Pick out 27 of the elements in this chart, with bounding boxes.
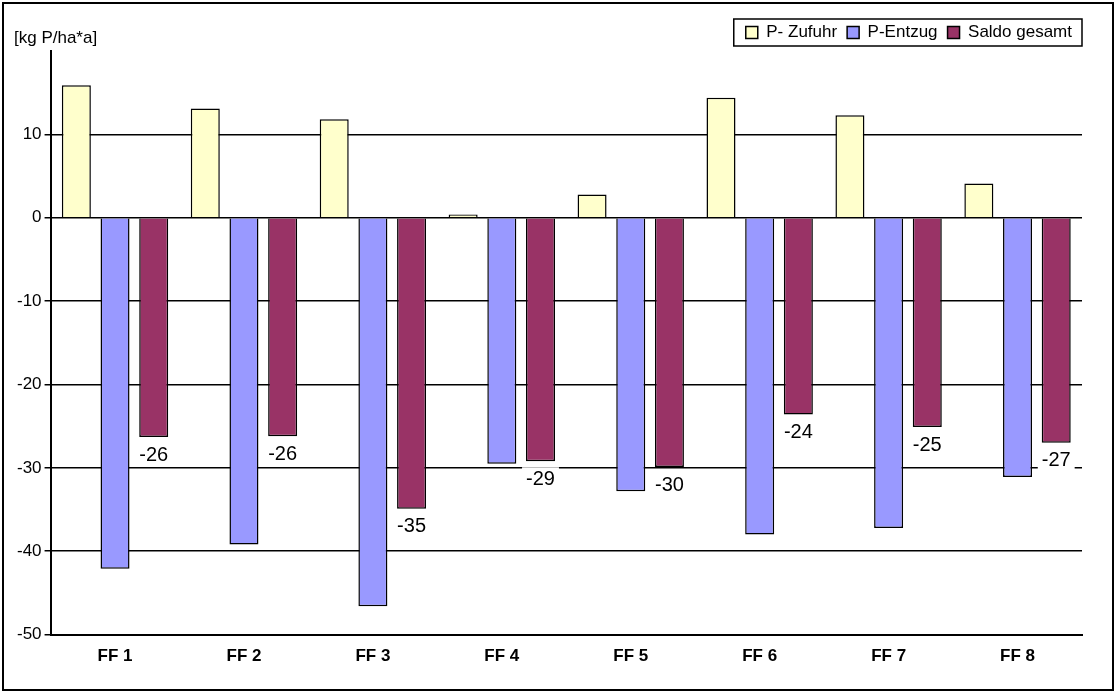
y-tick-label: -10	[16, 290, 42, 310]
data-label: -25	[912, 432, 942, 455]
legend-label: P- Zufuhr	[766, 22, 838, 42]
y-tick-label: -40	[16, 540, 42, 560]
legend-label: Saldo gesamt	[968, 22, 1073, 42]
y-tick-label: -50	[16, 624, 42, 644]
data-label: -30	[654, 472, 684, 495]
x-tick-label: FF 7	[871, 646, 907, 666]
data-label: -24	[783, 420, 813, 443]
data-label: -27	[1041, 448, 1071, 471]
y-tick-label: -30	[16, 457, 42, 477]
x-tick-label: FF 5	[613, 646, 649, 666]
y-tick-label: 0	[32, 207, 42, 227]
x-tick-label: FF 8	[1000, 646, 1036, 666]
data-label: -35	[397, 514, 427, 537]
y-tick-label: 10	[22, 124, 42, 144]
x-tick-label: FF 4	[484, 646, 520, 666]
data-label: -26	[268, 441, 298, 464]
data-label: -29	[526, 466, 555, 489]
y-tick-label: -20	[16, 374, 42, 394]
x-tick-label: FF 2	[226, 646, 262, 666]
legend-label: P-Entzug	[867, 22, 938, 42]
y-axis-title: [kg P/ha*a]	[14, 28, 98, 48]
x-tick-label: FF 1	[97, 646, 133, 666]
data-label: -26	[139, 442, 169, 465]
x-tick-label: FF 3	[355, 646, 391, 666]
x-tick-label: FF 6	[742, 646, 778, 666]
